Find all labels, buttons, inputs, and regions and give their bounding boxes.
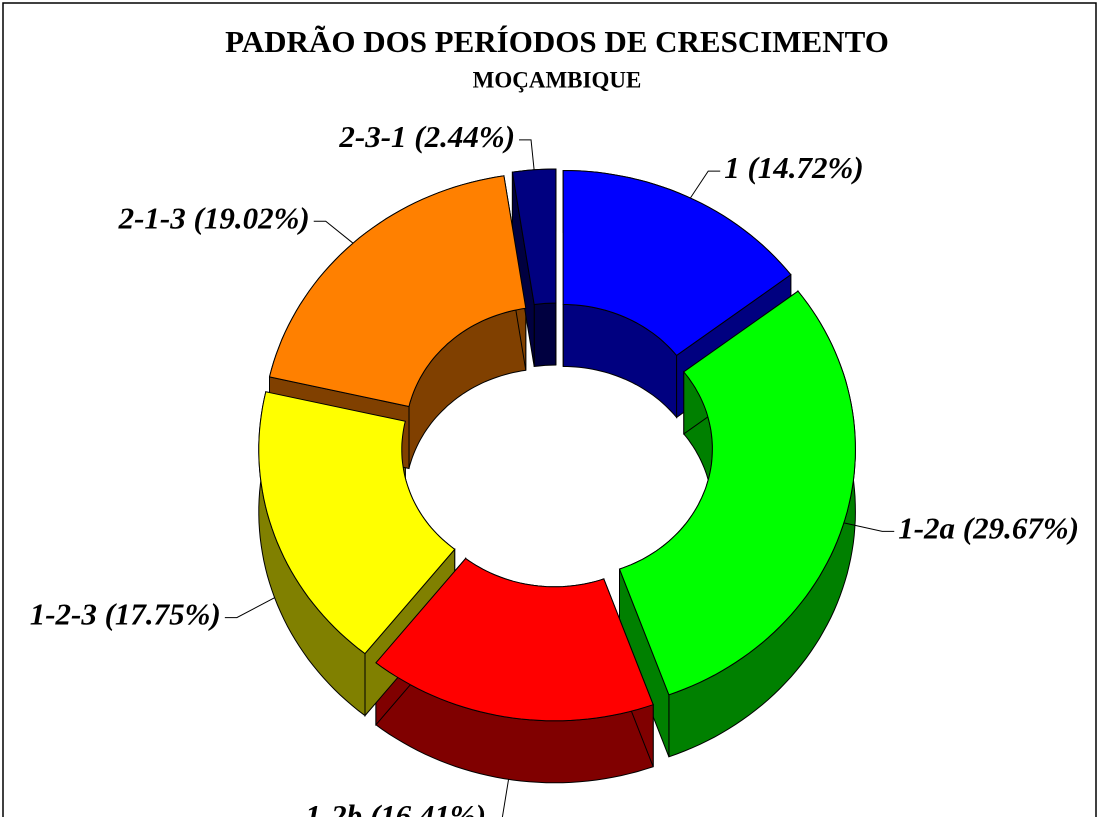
data-label: 1 (14.72%)	[724, 150, 863, 185]
category-label: 2-1-3	[118, 200, 186, 235]
data-label: 2-1-3 (19.02%)	[118, 200, 310, 235]
leader-line	[843, 522, 895, 532]
leader-line	[689, 170, 721, 199]
leader-line	[313, 220, 354, 244]
chart-title: PADRÃO DOS PERÍODOS DE CRESCIMENTO	[225, 24, 889, 59]
leader-line	[501, 779, 510, 817]
slice	[511, 168, 557, 306]
slice	[268, 175, 527, 408]
value-label: (14.72%)	[747, 150, 863, 185]
value-label: (2.44%)	[414, 119, 515, 154]
slice	[375, 557, 654, 722]
leader-line	[224, 597, 275, 619]
slice	[562, 169, 792, 357]
category-label: 2-3-1	[338, 119, 406, 154]
leader-line	[519, 139, 535, 170]
slice	[258, 391, 456, 655]
category-label: 1-2-3	[30, 597, 97, 632]
slice	[618, 290, 856, 696]
data-label: 1-2-3 (17.75%)	[30, 597, 221, 632]
category-label: 1	[724, 150, 740, 185]
data-label: 2-3-1 (2.44%)	[338, 119, 515, 154]
value-label: (16.41%)	[370, 798, 486, 817]
value-label: (17.75%)	[105, 597, 221, 632]
value-label: (29.67%)	[963, 510, 1079, 545]
tops	[258, 168, 856, 722]
labels: 1 (14.72%) 1-2a (29.67%) 1-2b (16.41%) 1-2-…	[30, 119, 1079, 817]
value-label: (19.02%)	[194, 200, 310, 235]
data-label: 1-2b (16.41%)	[305, 798, 486, 817]
chart-subtitle: MOÇAMBIQUE	[473, 67, 642, 92]
category-label: 1-2b	[305, 798, 362, 817]
inner-wall	[533, 302, 557, 368]
category-label: 1-2a	[898, 510, 955, 545]
data-label: 1-2a (29.67%)	[898, 510, 1079, 545]
